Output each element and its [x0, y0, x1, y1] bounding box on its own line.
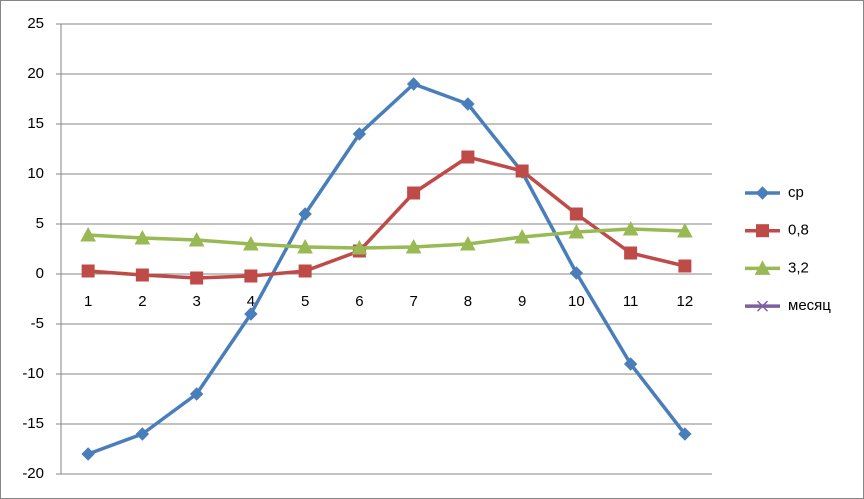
y-tick-label: 5 — [36, 215, 44, 232]
data-point — [190, 271, 204, 285]
data-point — [460, 235, 476, 251]
data-point — [80, 226, 96, 242]
series-line — [87, 155, 686, 280]
data-point — [81, 264, 95, 278]
data-point — [407, 186, 421, 200]
legend-marker — [755, 186, 770, 200]
data-point — [678, 427, 692, 441]
y-tick-label: -10 — [22, 365, 44, 382]
data-point — [297, 238, 313, 254]
data-point — [623, 357, 638, 371]
series-line — [88, 227, 685, 250]
y-tick-label: -20 — [22, 465, 44, 482]
data-point — [461, 150, 475, 164]
y-tick-label: 15 — [27, 115, 44, 132]
data-point — [569, 207, 583, 221]
data-point — [135, 268, 149, 282]
data-point — [298, 207, 312, 221]
x-tick-label: 12 — [677, 293, 694, 310]
y-tick-label: -5 — [31, 315, 44, 332]
data-point — [568, 223, 585, 239]
y-tick-label: 10 — [27, 165, 44, 182]
data-point — [351, 239, 368, 255]
data-point — [135, 427, 150, 441]
data-point — [624, 246, 638, 260]
data-point — [134, 229, 151, 245]
x-tick-label: 9 — [518, 293, 526, 310]
x-tick-label: 2 — [138, 293, 146, 310]
data-point — [81, 447, 95, 461]
legend-label: 3,2 — [788, 259, 809, 276]
legend-label: ср — [788, 184, 804, 201]
legend-label: месяц — [788, 297, 831, 314]
data-point — [569, 266, 584, 280]
x-tick-label: 5 — [301, 293, 309, 310]
data-point — [405, 238, 422, 254]
series-line — [87, 82, 687, 456]
x-tick-label: 7 — [409, 293, 417, 310]
x-tick-label: 8 — [464, 293, 472, 310]
data-point — [514, 228, 530, 244]
data-point — [622, 220, 639, 236]
legend-marker — [756, 224, 769, 238]
legend-marker — [756, 300, 769, 312]
data-point — [244, 269, 258, 283]
data-point — [244, 307, 258, 321]
x-tick-label: 1 — [84, 293, 92, 310]
data-point — [461, 97, 475, 111]
y-tick-label: -15 — [22, 415, 44, 432]
data-point — [677, 222, 693, 238]
y-tick-label: 0 — [36, 265, 44, 282]
legend-marker — [754, 260, 771, 275]
y-tick-label: 20 — [27, 65, 44, 82]
x-tick-label: 4 — [247, 293, 255, 310]
data-point — [243, 235, 259, 251]
data-point — [189, 387, 204, 401]
x-tick-label: 11 — [623, 293, 639, 310]
legend-label: 0,8 — [788, 222, 809, 239]
data-point — [188, 231, 205, 247]
x-tick-label: 10 — [568, 293, 585, 310]
data-point — [352, 127, 367, 141]
x-tick-label: 6 — [355, 293, 363, 310]
data-point — [678, 259, 692, 273]
x-tick-label: 3 — [192, 293, 200, 310]
data-point — [515, 164, 529, 178]
data-point — [406, 77, 421, 91]
data-point — [298, 264, 312, 278]
y-tick-label: 25 — [27, 15, 44, 32]
